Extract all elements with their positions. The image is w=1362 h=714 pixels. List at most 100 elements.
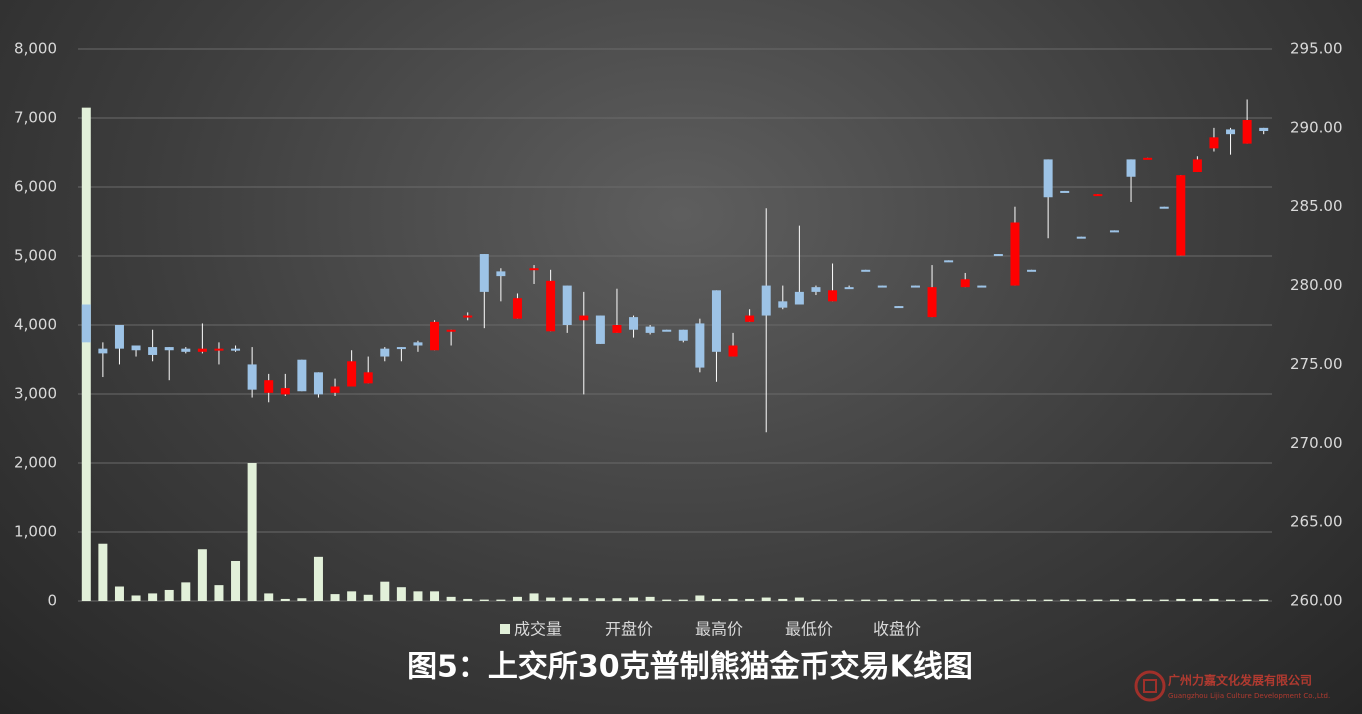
y2-tick-label: 295.00 [1290,40,1343,58]
legend-label: 成交量 [514,620,562,639]
y-tick-label: 2,000 [14,454,57,472]
volume-bar [430,591,440,601]
candle-body [811,287,821,292]
candle-body [629,317,639,330]
candle-body [562,285,572,325]
candle-body [977,285,987,288]
volume-bar [81,107,91,602]
volume-bar [313,556,323,601]
volume-bar [1242,599,1252,601]
candle-body [960,279,970,288]
volume-bar [264,593,274,601]
candle-body [114,325,124,349]
volume-bar [927,599,937,601]
candle-body [910,285,920,288]
volume-bar [131,595,141,601]
volume-bar [1076,599,1086,601]
candle-body [98,348,108,354]
candle-body [81,304,91,343]
candle-body [1242,119,1252,144]
volume-bar [164,589,174,601]
candle-body [579,315,589,321]
volume-bar [811,599,821,601]
candle-body [993,254,1003,257]
candle-body [711,290,721,352]
candle-body [695,323,705,368]
volume-bar [1259,599,1269,601]
volume-bar [380,581,390,601]
candle-body [761,285,771,316]
volume-bar [1093,599,1103,601]
candle-body [1176,175,1186,256]
y2-tick-label: 275.00 [1290,355,1343,373]
volume-bar [529,593,539,601]
volume-bar [1060,599,1070,601]
volume-bar [960,599,970,601]
candle-body [1076,236,1086,239]
candle-body [1226,129,1236,135]
candle-body [496,271,506,277]
candle-body [1143,157,1153,160]
candle-body [1159,206,1169,209]
y-tick-label: 5,000 [14,247,57,265]
volume-bar [595,598,605,601]
candle-body [1192,159,1202,173]
volume-bar [612,598,622,601]
candle-body [844,287,854,290]
candle-body [1259,127,1269,132]
y-tick-label: 6,000 [14,178,57,196]
y-tick-label: 8,000 [14,40,57,58]
candle-body [1126,159,1136,177]
volume-bar [1109,599,1119,601]
candle-body [347,361,357,387]
logo-company: 广州力嘉文化发展有限公司 [1168,673,1312,688]
y-tick-label: 0 [47,592,57,610]
candle-body [1027,269,1037,272]
logo: 广州力嘉文化发展有限公司 Guangzhou Lijia Culture Dev… [1134,670,1330,702]
volume-bar [181,582,191,601]
candle-body [181,348,191,352]
candle-body [1109,230,1119,233]
candle-body [794,291,804,305]
y2-tick-label: 285.00 [1290,197,1343,215]
legend-label: 收盘价 [873,620,921,639]
y-tick-label: 1,000 [14,523,57,541]
candle-body [280,388,290,395]
volume-bar [247,463,257,601]
candle-body [297,359,307,392]
candle-body [1093,194,1103,197]
candle-body [231,348,241,351]
candle-body [728,345,738,357]
candle-body [828,290,838,302]
volume-bar [761,597,771,601]
volume-bar [828,599,838,601]
candle-body [197,348,207,352]
volume-bar [148,593,158,601]
candle-body [1060,190,1070,193]
candle-body [131,345,141,351]
candle-body [1010,222,1020,286]
chart-title: 图5：上交所30克普制熊猫金币交易K线图 [407,650,973,685]
volume-bar [894,599,904,601]
y-tick-label: 3,000 [14,385,57,403]
legend-swatch [500,624,510,634]
candle-body [1043,159,1053,198]
candle-body [546,280,556,332]
candle-body [264,380,274,393]
candle-body [396,347,406,350]
volume-bar [844,599,854,601]
volume-bar [678,599,688,601]
volume-bar [197,549,207,601]
candle-body [214,348,224,351]
candle-body [529,268,539,271]
volume-bar [463,598,473,601]
volume-bar [977,599,987,601]
candle-body [1209,137,1219,149]
candle-body [861,269,871,272]
volume-bar [695,595,705,601]
volume-bar [1043,599,1053,601]
volume-bar [944,599,954,601]
y2-tick-label: 280.00 [1290,276,1343,294]
volume-bar [778,598,788,601]
volume-bar [1209,598,1219,601]
